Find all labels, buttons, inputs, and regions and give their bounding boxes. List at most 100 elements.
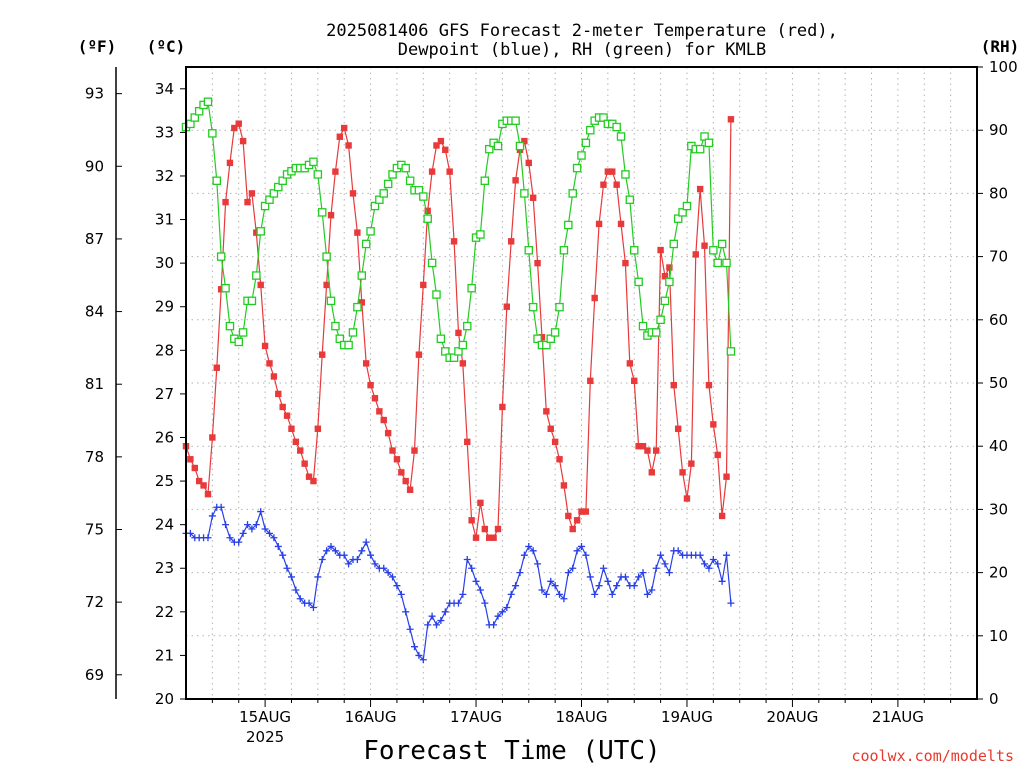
dewpoint-point (340, 551, 348, 559)
dewpoint-point (648, 586, 656, 594)
temperature-point (305, 473, 313, 480)
temperature-point (204, 490, 212, 498)
temperature-point (450, 238, 458, 245)
dewpoint-point (643, 590, 651, 598)
rh-tick-label: 80 (989, 184, 1008, 202)
temperature-point (525, 159, 532, 167)
dewpoint-point (463, 556, 471, 564)
rh-point (423, 214, 432, 223)
temperature-point (547, 425, 554, 432)
rh-point (625, 195, 635, 204)
temperature-point (253, 229, 260, 236)
temperature-point (494, 525, 502, 533)
rh-point (309, 157, 318, 167)
rh-point (208, 129, 217, 138)
rh-point (682, 201, 692, 211)
temperature-point (587, 377, 594, 385)
temperature-point (464, 438, 471, 446)
celsius-tick-label: 22 (155, 603, 174, 621)
temperature-point (380, 416, 387, 424)
temperature-point (341, 124, 348, 132)
dewpoint-point (630, 582, 638, 590)
dewpoint-point (608, 590, 616, 598)
dewpoint-point (287, 573, 295, 581)
temperature-point (635, 443, 642, 450)
rh-point (216, 252, 226, 261)
dewpoint-point (437, 617, 445, 625)
rh-point (669, 239, 679, 249)
dewpoint-point (402, 608, 410, 616)
temperature-point (481, 525, 489, 533)
temperature-point (367, 381, 374, 389)
dewpoint-point (591, 590, 599, 598)
temperature-point (644, 447, 651, 454)
dewpoint-point (419, 656, 427, 664)
temperature-point (288, 425, 295, 432)
rh-point (357, 271, 367, 280)
dewpoint-point (569, 564, 577, 572)
temperature-point (472, 534, 480, 541)
dewpoint-point (283, 564, 291, 572)
temperature-point (600, 181, 607, 188)
temperature-point (402, 477, 409, 485)
dewpoint-point (204, 534, 212, 542)
celsius-tick-label: 32 (155, 167, 174, 185)
rh-point (528, 302, 538, 312)
rh-point (269, 189, 279, 198)
dewpoint-point (599, 564, 607, 572)
temperature-point (191, 464, 198, 472)
dewpoint-point (406, 625, 414, 633)
rh-point (419, 192, 428, 201)
temperature-point (705, 381, 713, 389)
dewpoint-point (239, 529, 247, 537)
dewpoint-point (432, 621, 440, 629)
rh-point (634, 277, 643, 287)
dewpoint-point (235, 538, 243, 546)
temperature-point (468, 517, 475, 524)
celsius-tick-label: 21 (155, 646, 174, 664)
rh-point (427, 258, 437, 268)
temperature-point (301, 460, 308, 467)
dewpoint-point (309, 603, 317, 611)
temperature-point (327, 211, 335, 219)
rh-point (586, 125, 595, 135)
temperature-point (354, 229, 361, 236)
temperature-point (657, 246, 664, 254)
chart-title-line-1: 2025081406 GFS Forecast 2-meter Temperat… (326, 21, 838, 41)
rh-point (713, 258, 722, 268)
dewpoint-point (428, 612, 436, 620)
temperature-point (582, 508, 590, 515)
temperature-point (556, 456, 563, 463)
dewpoint-point (709, 556, 717, 564)
dewpoint-point (362, 538, 370, 546)
temperature-point (551, 438, 559, 446)
dewpoint-point (723, 551, 731, 559)
rh-point (449, 353, 459, 362)
fahrenheit-tick-label: 81 (85, 375, 104, 393)
dewpoint-point (595, 582, 603, 590)
dewpoint-point (222, 521, 230, 529)
rh-point (458, 340, 468, 350)
temperature-point (433, 142, 440, 149)
temperature-point (631, 377, 638, 385)
rh-point (221, 283, 230, 293)
rh-point (462, 321, 472, 331)
rh-point (212, 176, 222, 186)
dewpoint-point (665, 569, 673, 577)
dewpoint-point (578, 542, 585, 550)
dewpoint-point (305, 599, 313, 607)
axes: 20 21 22 23 24 25 26 27 28 29 30 31 32 33 34 69 72 75 78 81… (85, 58, 1018, 746)
rh-point (274, 182, 283, 192)
celsius-tick-label: 27 (155, 385, 174, 403)
celsius-tick-label: 29 (155, 298, 174, 316)
dewpoint-point (353, 556, 361, 564)
dewpoint-point (454, 599, 462, 607)
temperature-point (639, 443, 647, 450)
rh-point (542, 340, 551, 350)
temperature-point (248, 190, 256, 197)
rh-point (484, 144, 494, 154)
dewpoint-point (252, 521, 260, 529)
rh-point (361, 239, 371, 249)
dewpoint-point (547, 577, 555, 585)
dewpoint-point (345, 560, 353, 568)
